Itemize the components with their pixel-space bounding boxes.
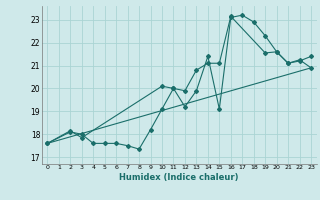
X-axis label: Humidex (Indice chaleur): Humidex (Indice chaleur) xyxy=(119,173,239,182)
